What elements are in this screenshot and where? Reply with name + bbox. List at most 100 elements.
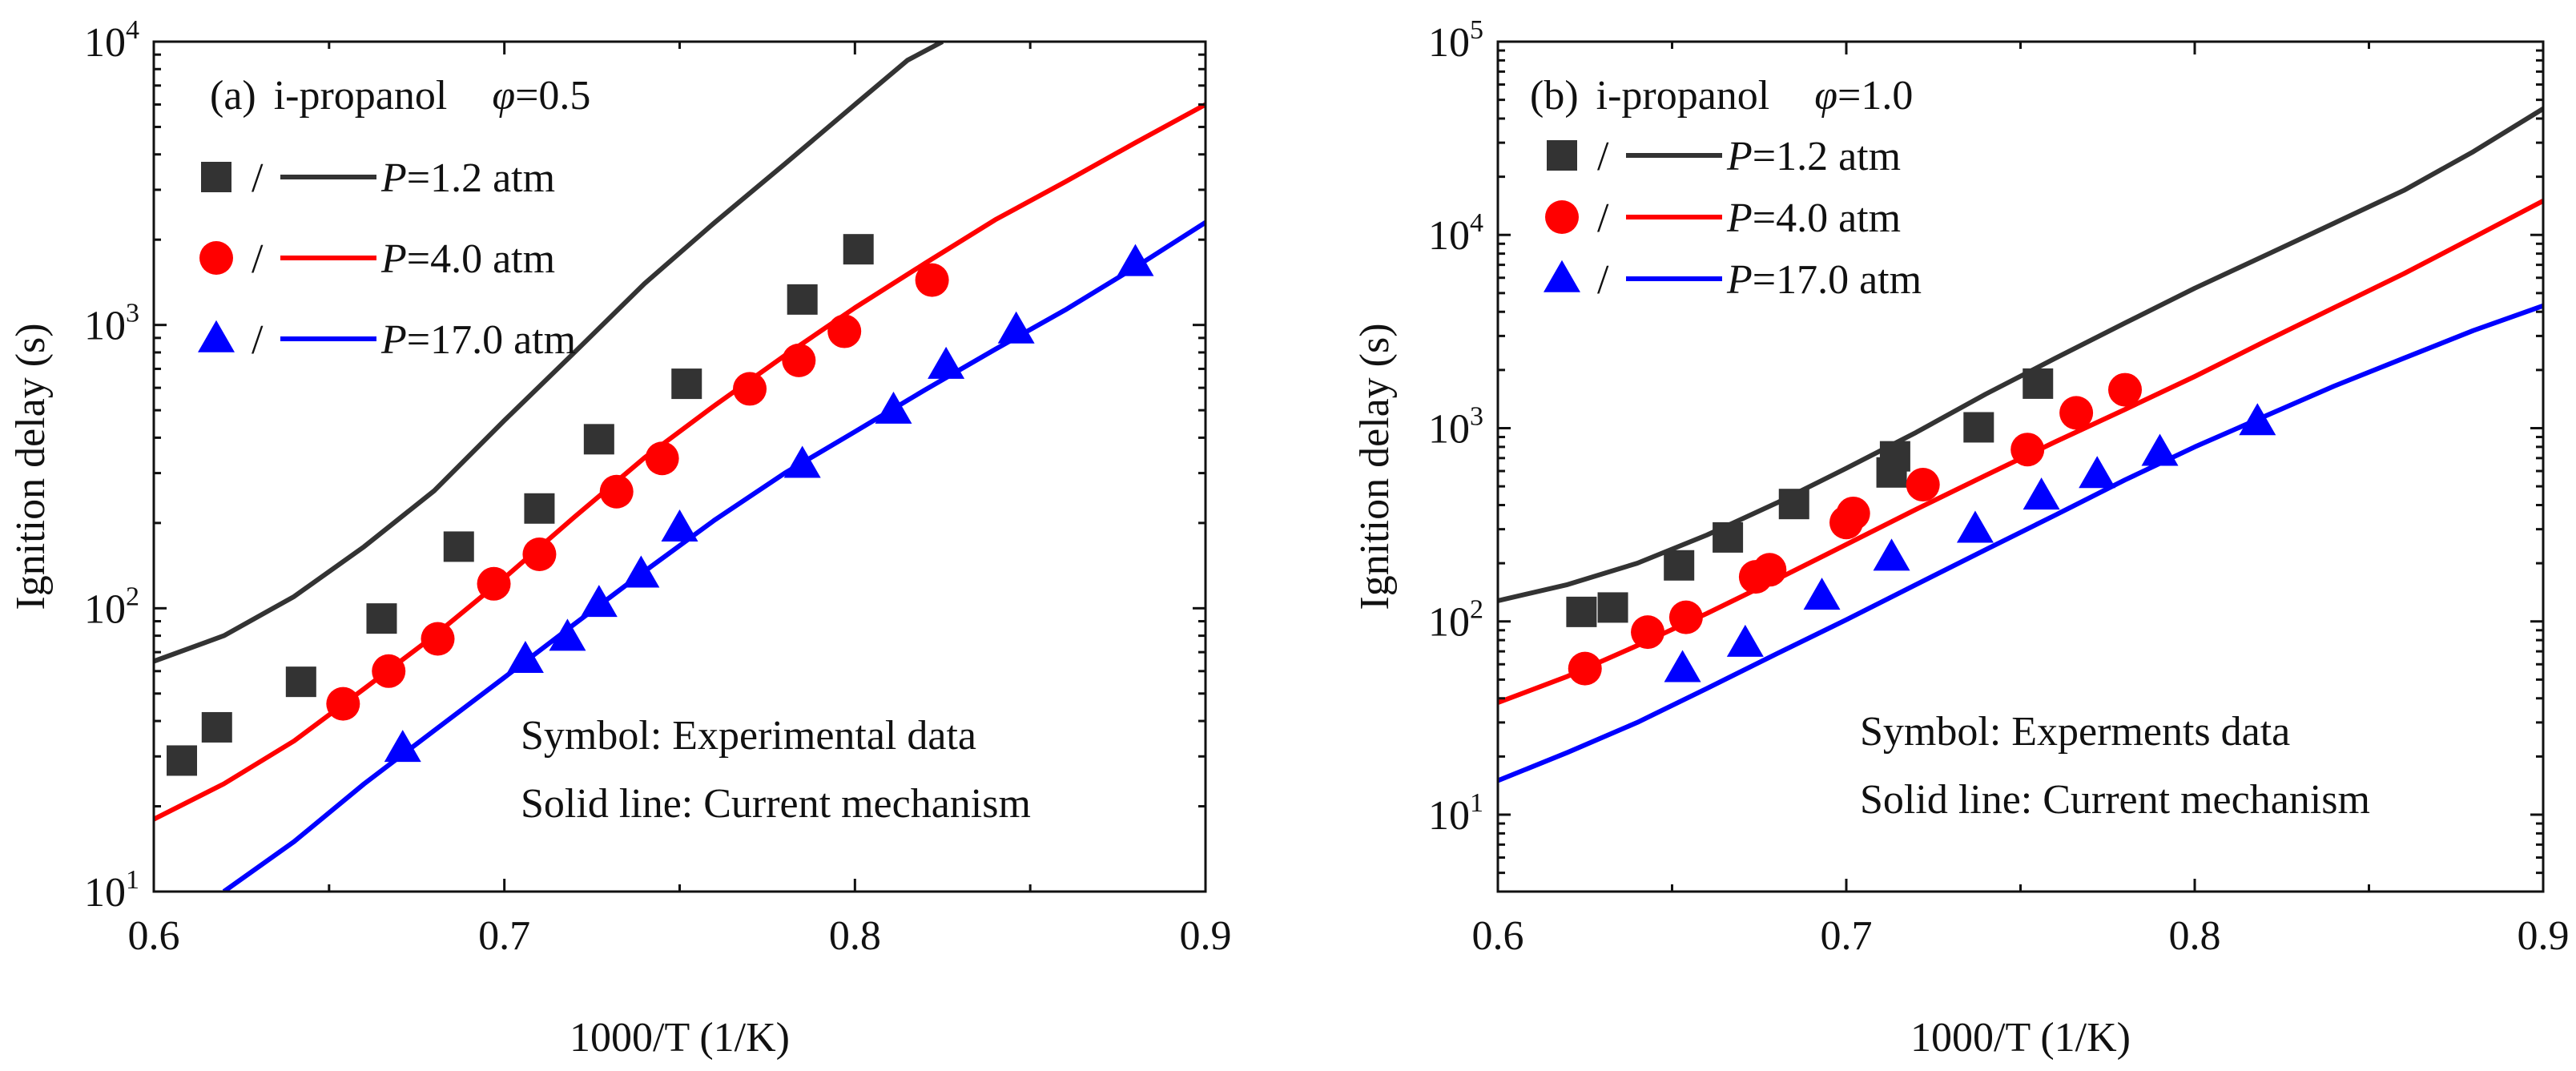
panel-a-legend-1-marker bbox=[199, 241, 233, 275]
panel-b-title-phi-symbol: φ bbox=[1814, 73, 1837, 119]
panel-a-series-2-point-7 bbox=[875, 391, 912, 424]
panel-b-series-0-point-4 bbox=[1778, 489, 1809, 520]
panel-a-series-1-point-9 bbox=[827, 314, 862, 348]
panel-a-series-0-points bbox=[167, 234, 874, 776]
panel-a-legend-2-name: =17.0 atm bbox=[407, 317, 576, 363]
panel-a-title-panel-label: (a) bbox=[210, 73, 256, 119]
panel-b-title-fuel: i-propanol bbox=[1596, 73, 1770, 119]
panel-b-series-0-point-0 bbox=[1566, 596, 1597, 627]
panel-b-series-2-point-7 bbox=[2141, 433, 2179, 466]
panel-a-legend-0-name: =1.2 atm bbox=[407, 155, 555, 201]
panel-b-series-2-point-6 bbox=[2079, 456, 2116, 489]
panel-a-y-tick-exponent-1: 2 bbox=[126, 582, 139, 611]
panel-b-legend-1-prefix: P bbox=[1726, 195, 1753, 241]
panel-b-y-axis-label: Ignition delay (s) bbox=[1352, 323, 1398, 610]
panel-a-y-tick-label-1: 102 bbox=[84, 582, 139, 632]
panel-b-y-tick-exponent-1: 2 bbox=[1470, 595, 1483, 625]
panel-a-series-1-points bbox=[326, 263, 949, 721]
panel-b-legend-0-marker bbox=[1547, 140, 1577, 171]
panel-b-x-tick-label-1: 0.7 bbox=[1821, 913, 1873, 959]
panel-b-title: (b) i-propanol φ=1.0 bbox=[1530, 73, 1913, 119]
panel-b-legend-2-prefix: P bbox=[1726, 257, 1753, 303]
panel-a-y-tick-base-3: 10 bbox=[84, 20, 126, 66]
panel-b-title-panel-label: (b) bbox=[1530, 73, 1579, 119]
panel-b-x-tick-label-3: 0.9 bbox=[2518, 913, 2570, 959]
panel-b-series-2-point-8 bbox=[2239, 403, 2276, 436]
panel-a-legend-1-label: P=4.0 atm bbox=[380, 236, 555, 282]
panel-a-series-1-point-2 bbox=[421, 622, 455, 656]
panel-b-title-phi-value: =1.0 bbox=[1837, 73, 1913, 119]
panel-b-y-tick-label-2: 103 bbox=[1428, 401, 1483, 452]
panel-a-x-tick-label-0: 0.6 bbox=[128, 913, 180, 959]
panel-a-series-1-point-4 bbox=[522, 538, 557, 572]
panel-b-x-tick-label-0: 0.6 bbox=[1472, 913, 1524, 959]
panel-b-series-1-point-7 bbox=[1906, 468, 1940, 502]
panel-b-legend-2-separator: / bbox=[1597, 257, 1609, 303]
panel-b-series-1-points bbox=[1568, 372, 2142, 686]
panel-b-series-0-point-2 bbox=[1664, 550, 1695, 581]
panel-a-series-2-point-2 bbox=[549, 618, 586, 651]
panel-a-series-0-point-2 bbox=[285, 666, 316, 698]
panel-a-x-tick-label-2: 0.8 bbox=[829, 913, 881, 959]
panel-b-x-tick-label-2: 0.8 bbox=[2169, 913, 2221, 959]
panel-b-series-1-point-2 bbox=[1668, 600, 1703, 634]
panel-b-legend-1-separator: / bbox=[1597, 195, 1609, 241]
panel-b-y-tick-label-0: 101 bbox=[1428, 788, 1483, 839]
panel-a-title-fuel: i-propanol bbox=[274, 73, 448, 119]
panel-a-y-axis-label: Ignition delay (s) bbox=[8, 323, 54, 610]
panel-a-legend-0-label: P=1.2 atm bbox=[380, 155, 555, 201]
panel-b-series-2-points bbox=[1664, 403, 2276, 682]
panel-a-x-axis-label: 1000/T (1/K) bbox=[570, 1015, 790, 1061]
panel-a-series-1-point-8 bbox=[782, 343, 816, 377]
panel-b-plot-frame bbox=[1496, 40, 2545, 893]
panel-a-y-tick-base-1: 10 bbox=[84, 586, 126, 632]
panel-a-series-0-point-1 bbox=[201, 711, 232, 743]
panel-a-x-tick-label-1: 0.7 bbox=[478, 913, 530, 959]
panel-a-series-0-point-8 bbox=[787, 284, 818, 315]
panel-a-title-phi-value: =0.5 bbox=[515, 73, 590, 119]
panel-a-legend-2-prefix: P bbox=[380, 317, 407, 363]
panel-b-series-0-line bbox=[1498, 107, 2543, 603]
panel-b-y-tick-exponent-2: 3 bbox=[1470, 401, 1483, 431]
panel-a-series-0-point-4 bbox=[443, 531, 474, 562]
panel-b-y-tick-exponent-0: 1 bbox=[1470, 788, 1483, 818]
panel-a-series-0-line bbox=[154, 42, 944, 664]
panel-b-legend-2-name: =17.0 atm bbox=[1753, 257, 1922, 303]
panel-b-annotation-1: Solid line: Current mechanism bbox=[1860, 777, 2370, 823]
panel-a-annotation-0: Symbol: Experimental data bbox=[521, 713, 976, 759]
panel-b-annotation-0: Symbol: Experments data bbox=[1860, 709, 2290, 755]
panel-b-series-1-point-6 bbox=[1836, 496, 1870, 530]
panel-a-legend-2-separator: / bbox=[252, 317, 264, 363]
panel-b-series-1-point-0 bbox=[1568, 651, 1602, 686]
panel-b-series-0-point-6 bbox=[1879, 441, 1910, 472]
panel-a-series-2-point-4 bbox=[622, 555, 660, 588]
panel-b-y-tick-base-4: 10 bbox=[1428, 20, 1470, 66]
panel-b-series-2-point-0 bbox=[1664, 650, 1701, 682]
panel-a-legend-0-separator: / bbox=[252, 155, 264, 201]
panel-a-series-0-point-0 bbox=[167, 745, 198, 776]
panel-b-series-2-point-4 bbox=[1956, 510, 1994, 543]
panel-a-series-2-points bbox=[384, 244, 1154, 763]
panel-b-series-2-line bbox=[1498, 303, 2543, 783]
panel-b-legend-1-label: P=4.0 atm bbox=[1726, 195, 1901, 241]
panel-a-series-0-point-6 bbox=[583, 424, 614, 455]
panel-b-y-tick-exponent-3: 4 bbox=[1470, 208, 1483, 238]
panel-a-series-1-line bbox=[154, 102, 1205, 822]
panel-b-legend-0-separator: / bbox=[1597, 134, 1609, 179]
panel-b-y-tick-label-1: 102 bbox=[1428, 595, 1483, 646]
panel-a-y-tick-exponent-2: 3 bbox=[126, 299, 139, 328]
panel-a-legend-1-prefix: P bbox=[380, 236, 407, 282]
panel-a-y-tick-exponent-0: 1 bbox=[126, 865, 139, 895]
panel-b-series-1-point-9 bbox=[2059, 396, 2094, 430]
panel-b-series-1-point-4 bbox=[1753, 553, 1787, 587]
panel-a-series-2-point-6 bbox=[783, 445, 821, 478]
panel-b-y-tick-label-4: 105 bbox=[1428, 15, 1483, 66]
panel-b-legend-0-label: P=1.2 atm bbox=[1726, 134, 1901, 179]
panel-a-series-2-point-9 bbox=[997, 311, 1035, 344]
panel-a-x-tick-label-3: 0.9 bbox=[1180, 913, 1232, 959]
panel-b-series-2-point-1 bbox=[1726, 624, 1764, 657]
panel-a-series-1-point-7 bbox=[733, 372, 767, 406]
panel-a-y-tick-label-0: 101 bbox=[84, 865, 139, 916]
